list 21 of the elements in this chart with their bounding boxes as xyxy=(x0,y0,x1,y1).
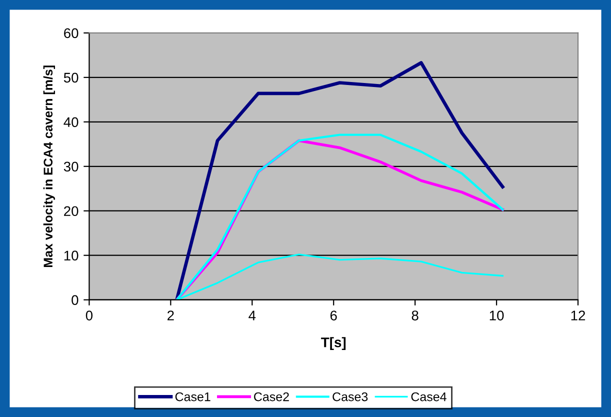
y-tick-label: 20 xyxy=(64,206,78,216)
y-tick-label: 0 xyxy=(72,295,78,305)
y-axis-title: Max velocity in ECA4 cavern [m/s] xyxy=(43,66,56,267)
y-tick-label: 40 xyxy=(64,117,78,128)
legend-label: Case4 xyxy=(411,392,446,402)
x-tick-label: 6 xyxy=(330,310,337,320)
x-tick-label: 12 xyxy=(571,310,586,320)
x-tick-label: 4 xyxy=(248,310,256,320)
x-tick-label: 0 xyxy=(86,310,93,320)
x-tick-label: 2 xyxy=(168,310,174,320)
y-tick-label: 60 xyxy=(64,28,78,38)
y-tick-label: 10 xyxy=(64,250,78,261)
y-tick-label: 50 xyxy=(64,72,78,83)
legend-label: Case1 xyxy=(175,392,210,402)
line-series xyxy=(175,61,504,300)
x-tick-label: 10 xyxy=(490,310,504,320)
legend-label: Case3 xyxy=(332,392,368,402)
x-tick-label: 8 xyxy=(412,310,418,320)
x-axis-title: T[s] xyxy=(321,337,346,350)
y-tick-label: 30 xyxy=(64,162,78,172)
legend-label: Case2 xyxy=(254,392,289,402)
